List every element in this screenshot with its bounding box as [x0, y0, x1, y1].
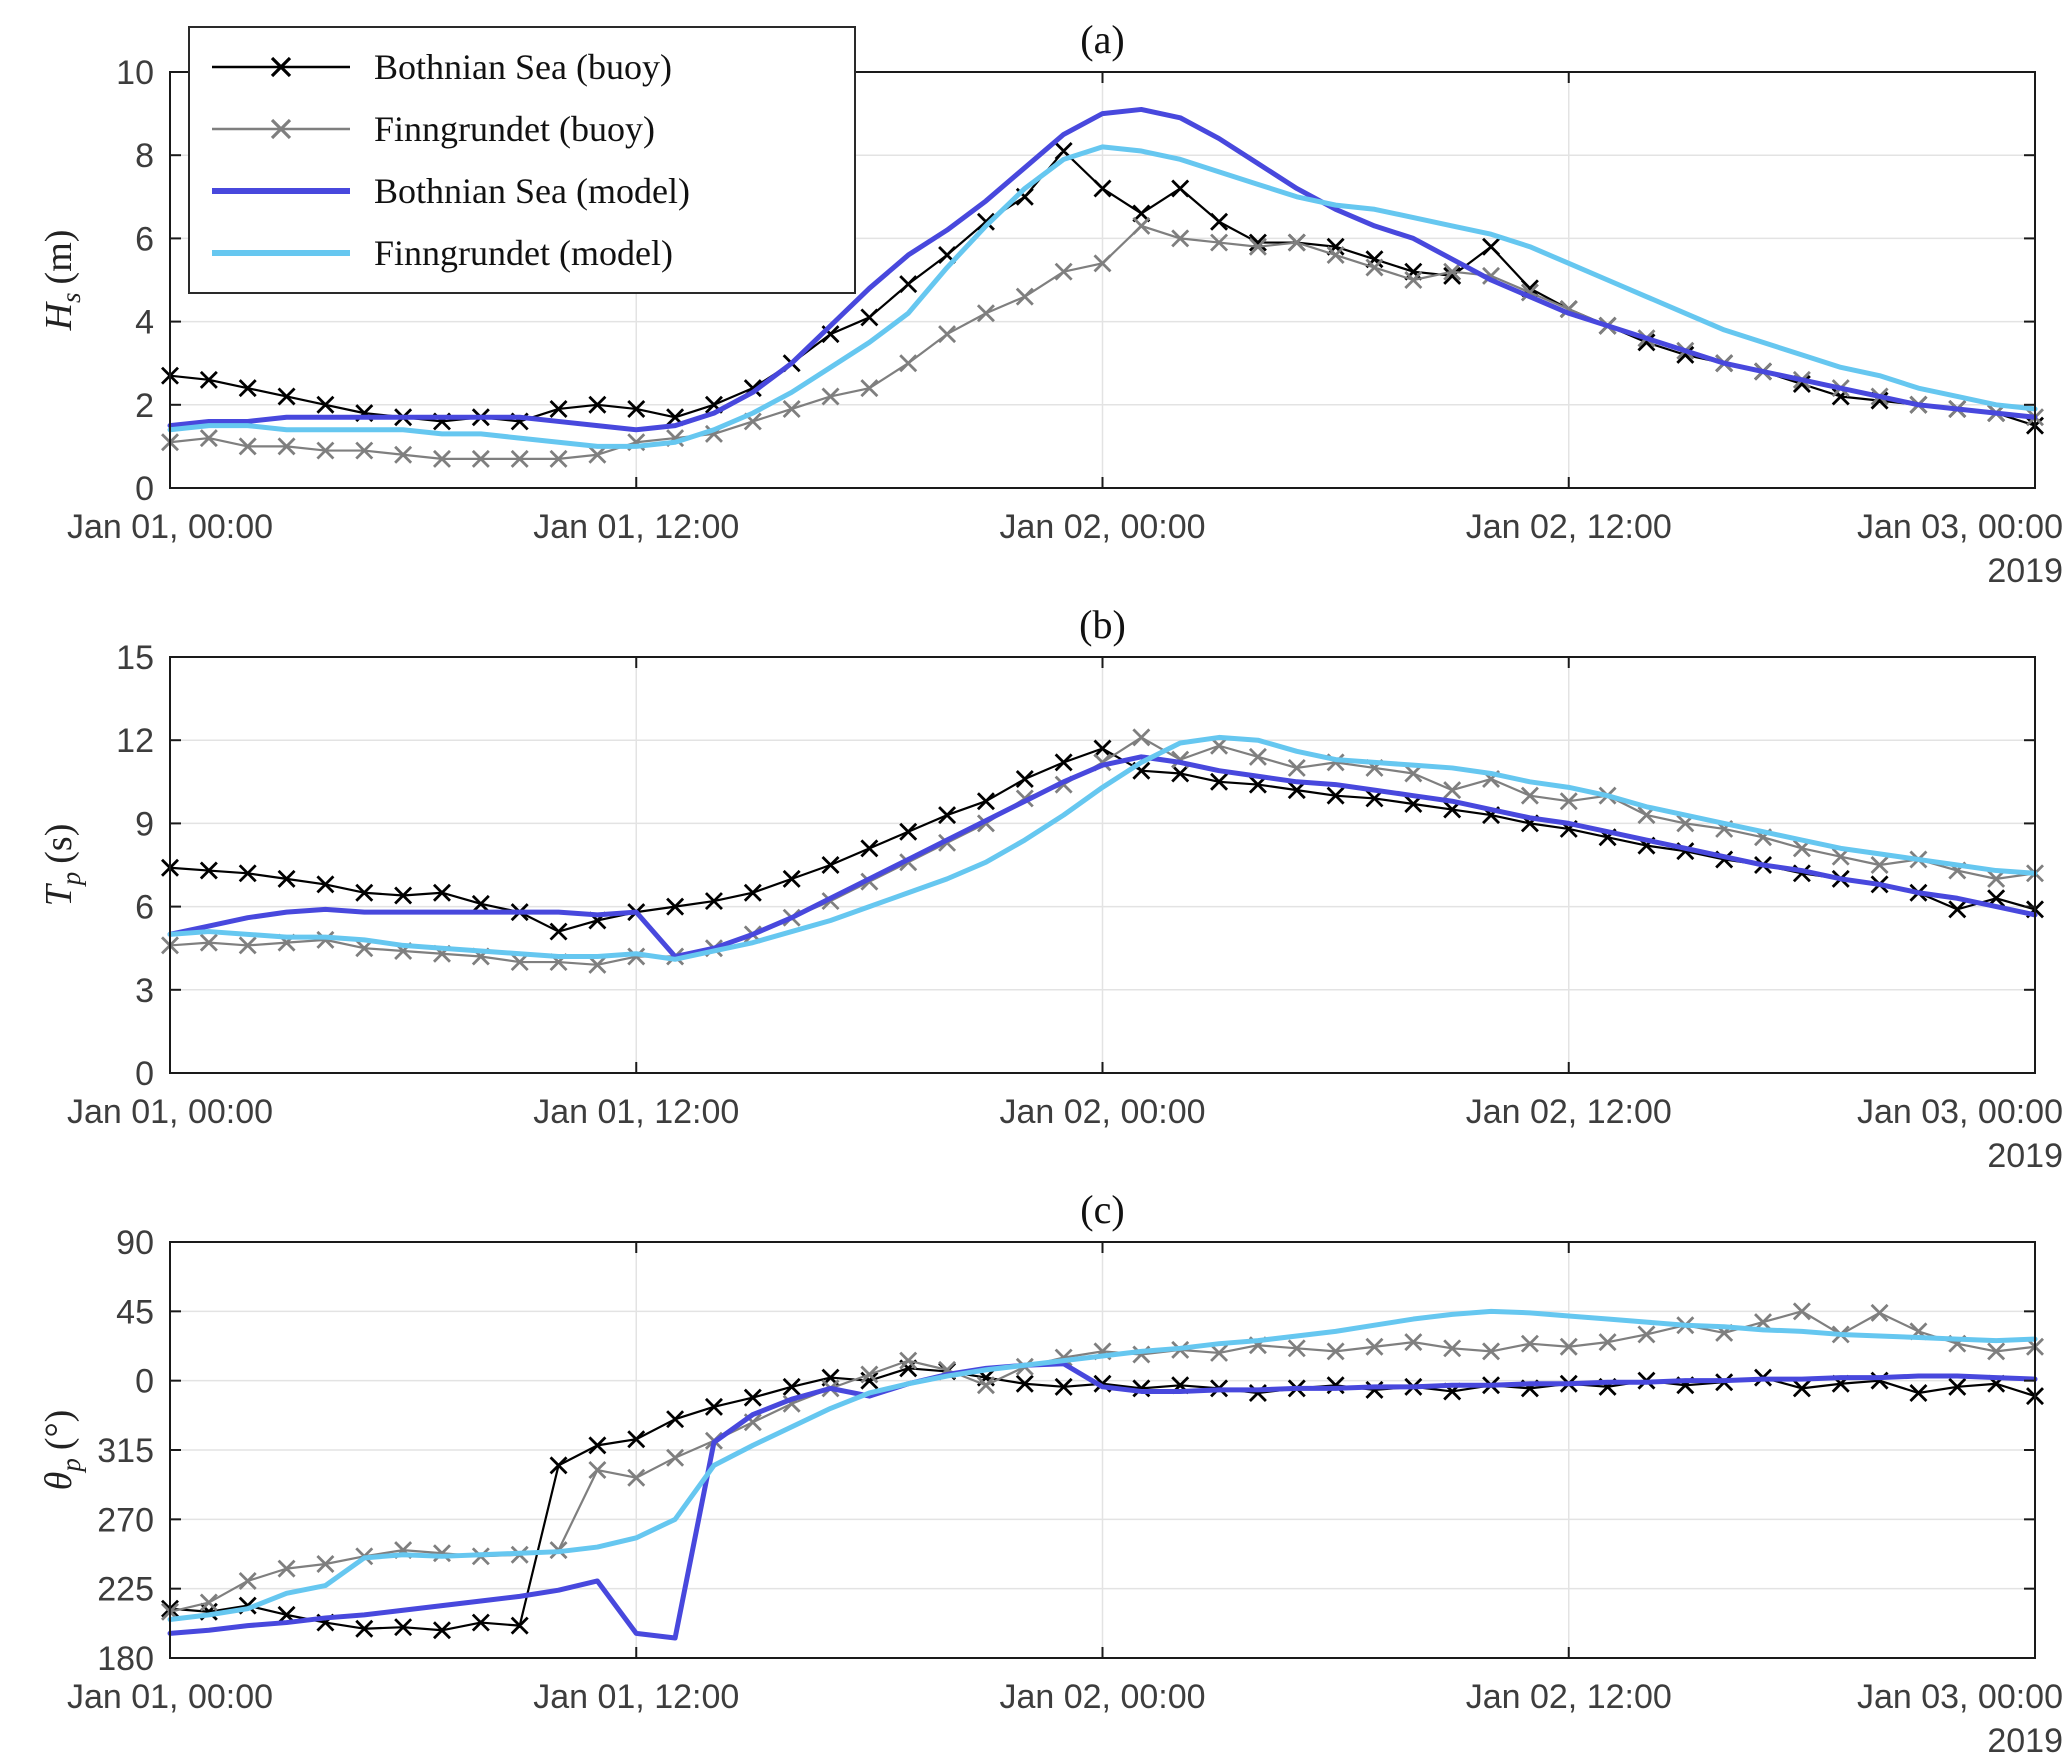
y-tick-label: 45 — [116, 1293, 154, 1331]
y-tick-label: 180 — [97, 1640, 154, 1678]
x-axis-year-label: 2019 — [1987, 552, 2063, 585]
legend-line-sample — [212, 118, 350, 140]
legend-label: Finngrundet (model) — [374, 233, 673, 273]
x-tick-label: Jan 01, 00:00 — [67, 1093, 273, 1131]
y-tick-label: 6 — [135, 220, 154, 258]
y-tick-label: 90 — [116, 1224, 154, 1262]
panel-b: (b) Tp(s) Jan 01, 00:00 Jan 01, 12:00 Jan … — [0, 585, 2067, 1170]
series-bothnian-sea-model — [167, 1361, 2038, 1641]
x-marker-icon — [270, 118, 292, 140]
legend-item-finngrundet-buoy: Finngrundet (buoy) — [190, 98, 854, 160]
y-tick-label: 10 — [116, 54, 154, 92]
x-tick-label: Jan 02, 12:00 — [1466, 1093, 1672, 1131]
legend-line-sample — [212, 188, 350, 194]
x-tick-label: Jan 01, 12:00 — [533, 508, 739, 546]
panel-b-plot: Jan 01, 00:00 Jan 01, 12:00 Jan 02, 00:00 J… — [67, 639, 2063, 1170]
x-axis-year-label: 2019 — [1987, 1722, 2063, 1755]
x-marker-icon — [270, 56, 292, 78]
y-tick-label: 225 — [97, 1571, 154, 1609]
y-tick-label: 8 — [135, 137, 154, 175]
x-tick-label: Jan 03, 00:00 — [1857, 1678, 2063, 1716]
panel-c-plot: Jan 01, 00:00 Jan 01, 12:00 Jan 02, 00:00 J… — [67, 1224, 2063, 1755]
x-tick-label: Jan 02, 00:00 — [999, 508, 1205, 546]
x-axis-year-label: 2019 — [1987, 1137, 2063, 1170]
x-tick-label: Jan 03, 00:00 — [1857, 508, 2063, 546]
x-tick-label: Jan 01, 00:00 — [67, 508, 273, 546]
x-tick-label: Jan 02, 00:00 — [999, 1093, 1205, 1131]
legend-label: Finngrundet (buoy) — [374, 109, 655, 149]
y-tick-label: 6 — [135, 889, 154, 927]
legend-item-finngrundet-model: Finngrundet (model) — [190, 222, 854, 284]
legend: Bothnian Sea (buoy) Finngrundet (buoy) Bot… — [188, 26, 856, 294]
legend-label: Bothnian Sea (model) — [374, 171, 690, 211]
y-tick-label: 0 — [135, 1363, 154, 1401]
series-finngrundet-model — [167, 144, 2038, 449]
x-tick-label: Jan 03, 00:00 — [1857, 1093, 2063, 1131]
tick-marks — [169, 1241, 2036, 1659]
y-tick-label: 3 — [135, 972, 154, 1010]
legend-line-sample — [212, 56, 350, 78]
series-bothnian-sea-model — [167, 106, 2038, 433]
series-finngrundet-model — [167, 734, 2038, 962]
y-tick-label: 0 — [135, 1055, 154, 1093]
y-tick-label: 4 — [135, 304, 154, 342]
y-tick-label: 315 — [97, 1432, 154, 1470]
y-tick-labels: 0 2 4 6 8 10 — [116, 54, 154, 508]
x-tick-labels: Jan 01, 00:00 Jan 01, 12:00 Jan 02, 00:00 J… — [67, 508, 2063, 546]
y-tick-labels: 180 225 270 315 0 45 90 — [97, 1224, 154, 1678]
legend-item-bothnian-sea-buoy: Bothnian Sea (buoy) — [190, 36, 854, 98]
y-tick-label: 2 — [135, 387, 154, 425]
x-tick-label: Jan 02, 00:00 — [999, 1678, 1205, 1716]
panel-b-title: (b) — [1079, 602, 1126, 647]
x-tick-label: Jan 01, 12:00 — [533, 1678, 739, 1716]
y-tick-label: 9 — [135, 805, 154, 843]
x-tick-label: Jan 01, 00:00 — [67, 1678, 273, 1716]
x-tick-label: Jan 02, 12:00 — [1466, 1678, 1672, 1716]
y-tick-label: 15 — [116, 639, 154, 677]
y-tick-labels: 0 3 6 9 12 15 — [116, 639, 154, 1093]
x-tick-labels: Jan 01, 00:00 Jan 01, 12:00 Jan 02, 00:00 J… — [67, 1678, 2063, 1716]
legend-line-sample — [212, 250, 350, 256]
grid — [169, 1241, 2036, 1659]
x-tick-label: Jan 01, 12:00 — [533, 1093, 739, 1131]
panel-a-title: (a) — [1080, 17, 1125, 62]
legend-item-bothnian-sea-model: Bothnian Sea (model) — [190, 160, 854, 222]
series-finngrundet-model — [167, 1308, 2038, 1622]
x-tick-label: Jan 02, 12:00 — [1466, 508, 1672, 546]
legend-label: Bothnian Sea (buoy) — [374, 47, 672, 87]
y-tick-label: 270 — [97, 1501, 154, 1539]
x-tick-labels: Jan 01, 00:00 Jan 01, 12:00 Jan 02, 00:00 J… — [67, 1093, 2063, 1131]
panel-c-title: (c) — [1080, 1187, 1125, 1232]
tick-marks — [169, 656, 2036, 1074]
panel-a: (a) Hs(m) Jan 01, 00:00 Jan 01, 12:00 Jan … — [0, 0, 2067, 585]
y-tick-label: 0 — [135, 470, 154, 508]
panel-c: (c) θp(°) Jan 01, 00:00 Jan 01, 12:00 Jan … — [0, 1170, 2067, 1755]
y-tick-label: 12 — [116, 722, 154, 760]
series-bothnian-sea-model — [167, 754, 2038, 960]
